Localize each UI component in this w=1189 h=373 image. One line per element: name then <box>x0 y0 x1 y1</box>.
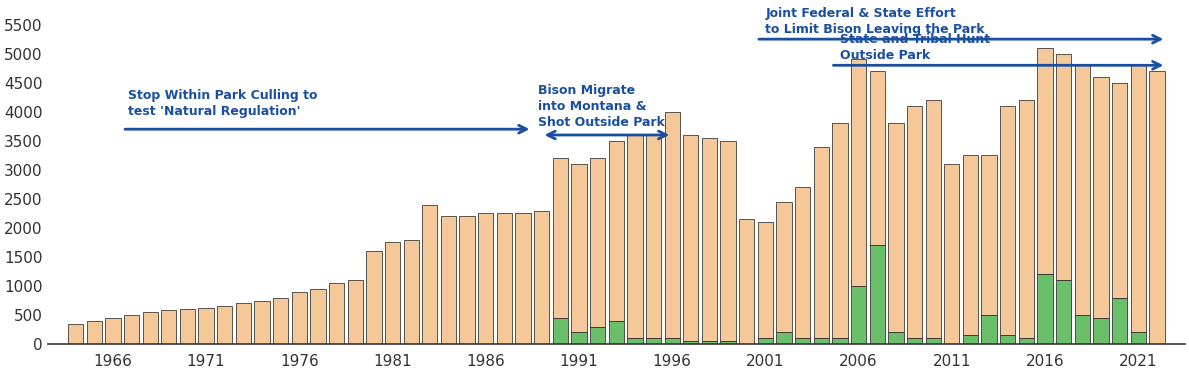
Bar <box>1037 275 1052 344</box>
Bar <box>851 286 867 344</box>
Bar <box>1056 280 1071 344</box>
Bar <box>795 187 811 338</box>
Bar <box>1000 335 1015 344</box>
Bar <box>907 106 923 338</box>
Bar <box>1112 83 1127 298</box>
Bar <box>310 289 326 344</box>
Bar <box>590 158 605 327</box>
Bar <box>757 222 773 338</box>
Bar <box>813 338 829 344</box>
Bar <box>273 298 288 344</box>
Bar <box>832 123 848 338</box>
Bar <box>534 210 549 344</box>
Bar <box>441 216 457 344</box>
Bar <box>963 335 979 344</box>
Bar <box>981 155 996 315</box>
Bar <box>925 100 940 338</box>
Bar <box>1019 338 1034 344</box>
Bar <box>888 123 904 332</box>
Bar <box>776 332 792 344</box>
Bar <box>757 338 773 344</box>
Bar <box>628 135 642 338</box>
Bar <box>740 219 754 344</box>
Bar <box>403 239 419 344</box>
Bar <box>646 338 661 344</box>
Bar <box>1094 318 1108 344</box>
Text: Bison Migrate
into Montana &
Shot Outside Park: Bison Migrate into Montana & Shot Outsid… <box>537 84 665 129</box>
Bar <box>515 213 530 344</box>
Bar <box>702 341 717 344</box>
Bar <box>590 327 605 344</box>
Bar <box>1056 54 1071 280</box>
Bar <box>124 315 139 344</box>
Bar <box>497 213 512 344</box>
Bar <box>68 324 83 344</box>
Bar <box>1019 100 1034 338</box>
Bar <box>329 283 345 344</box>
Bar <box>869 245 885 344</box>
Bar <box>478 213 493 344</box>
Bar <box>572 164 586 332</box>
Bar <box>199 308 214 344</box>
Text: Joint Federal & State Effort
to Limit Bison Leaving the Park: Joint Federal & State Effort to Limit Bi… <box>766 7 984 36</box>
Bar <box>553 158 568 318</box>
Bar <box>963 155 979 335</box>
Bar <box>162 310 176 344</box>
Bar <box>366 251 382 344</box>
Bar <box>888 332 904 344</box>
Bar <box>665 338 680 344</box>
Bar <box>180 309 195 344</box>
Bar <box>218 306 232 344</box>
Bar <box>254 301 270 344</box>
Bar <box>347 280 363 344</box>
Bar <box>665 112 680 338</box>
Bar <box>1037 48 1052 275</box>
Bar <box>702 138 717 341</box>
Bar <box>1094 77 1108 318</box>
Bar <box>87 321 102 344</box>
Bar <box>1131 65 1146 332</box>
Bar <box>609 321 624 344</box>
Bar <box>553 318 568 344</box>
Bar <box>235 304 251 344</box>
Bar <box>684 135 698 341</box>
Bar <box>609 141 624 321</box>
Bar <box>1112 298 1127 344</box>
Bar <box>981 315 996 344</box>
Bar <box>143 312 158 344</box>
Bar <box>291 292 307 344</box>
Text: State and Tribal Hunt
Outside Park: State and Tribal Hunt Outside Park <box>839 34 990 62</box>
Bar <box>572 332 586 344</box>
Bar <box>795 338 811 344</box>
Text: Stop Within Park Culling to
test 'Natural Regulation': Stop Within Park Culling to test 'Natura… <box>127 88 317 117</box>
Bar <box>907 338 923 344</box>
Bar <box>684 341 698 344</box>
Bar <box>944 164 960 344</box>
Bar <box>385 242 401 344</box>
Bar <box>851 59 867 286</box>
Bar <box>1150 71 1164 344</box>
Bar <box>813 147 829 338</box>
Bar <box>869 71 885 245</box>
Bar <box>1075 315 1090 344</box>
Bar <box>721 141 736 341</box>
Bar <box>1131 332 1146 344</box>
Bar <box>646 135 661 338</box>
Bar <box>776 202 792 332</box>
Bar <box>721 341 736 344</box>
Bar <box>628 338 642 344</box>
Bar <box>422 205 438 344</box>
Bar <box>459 216 474 344</box>
Bar <box>1075 65 1090 315</box>
Bar <box>106 318 120 344</box>
Bar <box>925 338 940 344</box>
Bar <box>832 338 848 344</box>
Bar <box>1000 106 1015 335</box>
